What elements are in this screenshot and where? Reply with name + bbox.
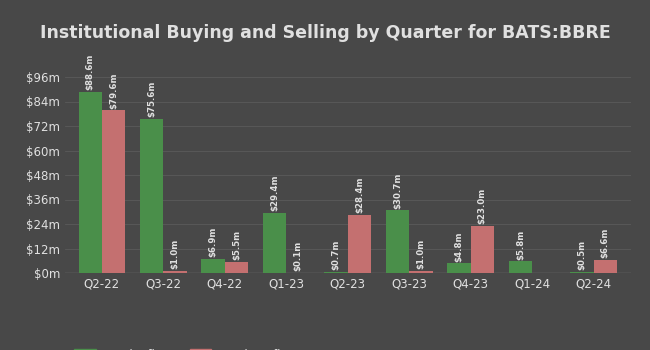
Bar (225, 262, 248, 273)
Text: $6.9m: $6.9m (209, 227, 218, 257)
Bar (570, 272, 593, 273)
Text: $4.8m: $4.8m (454, 231, 463, 261)
Text: $0.5m: $0.5m (577, 240, 586, 270)
Bar (202, 259, 225, 273)
Text: $6.6m: $6.6m (601, 228, 610, 258)
Bar (410, 271, 433, 273)
Legend: Total Inflows, Total Outflows: Total Inflows, Total Outflows (71, 345, 307, 350)
Text: $5.5m: $5.5m (232, 230, 241, 260)
Bar (447, 263, 471, 273)
Bar (509, 261, 532, 273)
Bar (324, 272, 348, 273)
Text: Institutional Buying and Selling by Quarter for BATS:BBRE: Institutional Buying and Selling by Quar… (40, 25, 610, 42)
Text: $28.4m: $28.4m (355, 177, 364, 214)
Text: $1.0m: $1.0m (417, 239, 425, 270)
Bar (163, 271, 187, 273)
Text: $23.0m: $23.0m (478, 188, 487, 224)
Text: $5.8m: $5.8m (516, 229, 525, 260)
Bar (140, 119, 163, 273)
Text: $0.1m: $0.1m (293, 241, 302, 271)
Text: $75.6m: $75.6m (147, 80, 156, 117)
Text: $88.6m: $88.6m (86, 54, 95, 91)
Bar (79, 92, 102, 273)
Text: $30.7m: $30.7m (393, 172, 402, 209)
Bar (348, 215, 371, 273)
Text: $29.4m: $29.4m (270, 175, 279, 211)
Bar (102, 111, 125, 273)
Bar (471, 226, 494, 273)
Text: $0.7m: $0.7m (332, 239, 341, 270)
Text: $79.6m: $79.6m (109, 72, 118, 109)
Bar (593, 260, 617, 273)
Bar (263, 213, 286, 273)
Text: $1.0m: $1.0m (170, 239, 179, 270)
Bar (386, 210, 410, 273)
